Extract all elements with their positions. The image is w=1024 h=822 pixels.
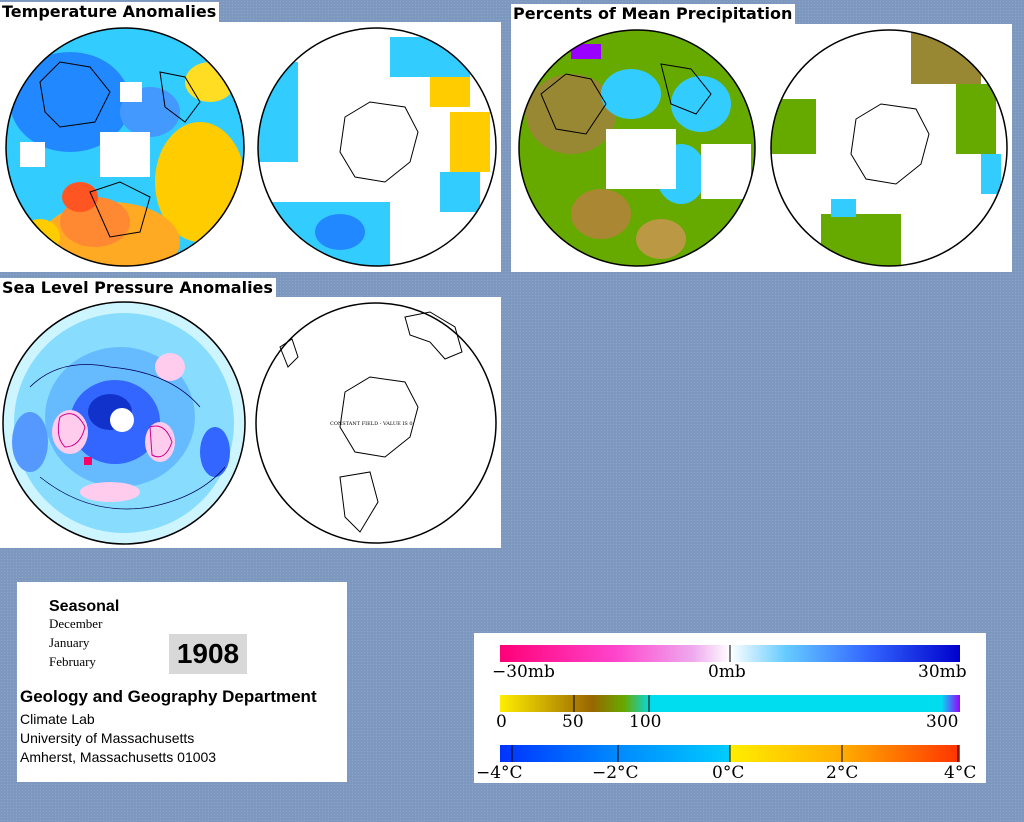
- precipitation-map-panel: [511, 24, 1012, 272]
- temperature-color-bar: −4°C −2°C 0°C 2°C 4°C: [476, 745, 976, 783]
- year-label: 1908: [169, 634, 247, 674]
- department-name: Geology and Geography Department: [20, 687, 317, 706]
- temp-label-4: 4°C: [944, 763, 976, 783]
- precip-label-0: 0: [496, 712, 507, 732]
- precipitation-south-globe: [771, 30, 1007, 266]
- constant-field-note: CONSTANT FIELD - VALUE IS 0: [330, 421, 413, 427]
- color-legend: −30mb 0mb 30mb 0 50 100 300 −4°C −2°C 0°…: [474, 633, 986, 783]
- pressure-color-bar: −30mb 0mb 30mb: [492, 645, 967, 682]
- temperature-south-globe: [258, 28, 496, 266]
- precip-label-300: 300: [926, 712, 958, 732]
- pressure-map-panel: CONSTANT FIELD - VALUE IS 0: [0, 297, 501, 548]
- temp-label-2: 2°C: [826, 763, 858, 783]
- temperature-north-globe: [6, 28, 244, 266]
- pressure-label-max: 30mb: [918, 662, 967, 682]
- month-3: February: [49, 654, 96, 669]
- temp-label-minus2: −2°C: [592, 763, 639, 783]
- precip-label-50: 50: [562, 712, 584, 732]
- precipitation-title: Percents of Mean Precipitation: [511, 4, 796, 24]
- month-2: January: [49, 635, 90, 650]
- precipitation-north-globe: [519, 30, 755, 266]
- address-line-3: Amherst, Massachusetts 01003: [20, 749, 217, 765]
- temperature-map-panel: [0, 22, 501, 272]
- temp-label-minus4: −4°C: [476, 763, 523, 783]
- season-title: Seasonal: [49, 598, 120, 615]
- temp-label-0: 0°C: [712, 763, 744, 783]
- month-1: December: [49, 616, 103, 631]
- info-box: Seasonal December January February 1908 …: [17, 582, 347, 782]
- temperature-title: Temperature Anomalies: [0, 2, 220, 22]
- precip-label-100: 100: [629, 712, 661, 732]
- pressure-label-mid: 0mb: [708, 662, 746, 682]
- address-line-1: Climate Lab: [20, 711, 95, 727]
- pressure-title: Sea Level Pressure Anomalies: [0, 278, 276, 298]
- address-line-2: University of Massachusetts: [20, 730, 195, 746]
- precipitation-color-bar: 0 50 100 300: [496, 695, 960, 732]
- pressure-north-globe: [3, 302, 245, 544]
- pressure-label-min: −30mb: [492, 662, 555, 682]
- pressure-south-globe: CONSTANT FIELD - VALUE IS 0: [255, 302, 497, 544]
